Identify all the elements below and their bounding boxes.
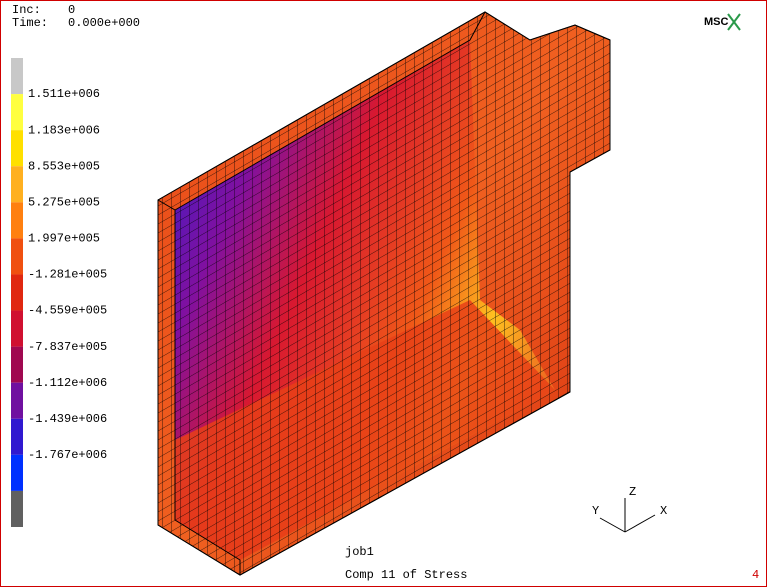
legend-swatch (11, 310, 23, 347)
page-number: 4 (752, 568, 759, 582)
legend-swatch (11, 274, 23, 311)
legend-label: -1.767e+006 (28, 448, 107, 462)
legend-swatch (11, 130, 23, 167)
logo-mark (727, 13, 741, 31)
legend-label: 5.275e+005 (28, 195, 100, 209)
legend-swatch (11, 346, 23, 383)
axis-y: Y (592, 504, 599, 518)
axis-triad: Z Y X (592, 485, 667, 533)
job-name: job1 (345, 545, 374, 559)
axis-z: Z (629, 485, 636, 499)
legend-swatch (11, 202, 23, 239)
legend-swatch (11, 454, 23, 491)
legend-swatch (11, 382, 23, 419)
legend-swatch (11, 490, 23, 527)
logo: MSC (704, 16, 729, 28)
legend-swatch (11, 58, 23, 95)
legend-label: 1.997e+005 (28, 232, 100, 246)
time-label: Time: (12, 16, 48, 30)
legend-swatch (11, 166, 23, 203)
inc-label: Inc: (12, 3, 41, 17)
header: Inc: 0 Time: 0.000e+000 (12, 3, 140, 30)
legend-swatch (11, 418, 23, 455)
result-name: Comp 11 of Stress (345, 568, 467, 582)
legend: 1.511e+006 1.183e+006 8.553e+005 5.275e+005… (11, 58, 107, 527)
axis-x: X (660, 504, 667, 518)
legend-label: 1.511e+006 (28, 87, 100, 101)
legend-label: 1.183e+006 (28, 123, 100, 137)
legend-label: -1.439e+006 (28, 412, 107, 426)
inc-value: 0 (68, 3, 75, 17)
fe-model (157, 11, 611, 576)
legend-swatch (11, 238, 23, 275)
legend-swatch (11, 94, 23, 131)
time-value: 0.000e+000 (68, 16, 140, 30)
legend-label: -1.112e+006 (28, 376, 107, 390)
legend-label: 8.553e+005 (28, 159, 100, 173)
legend-label: -1.281e+005 (28, 268, 107, 282)
legend-label: -7.837e+005 (28, 340, 107, 354)
legend-label: -4.559e+005 (28, 304, 107, 318)
